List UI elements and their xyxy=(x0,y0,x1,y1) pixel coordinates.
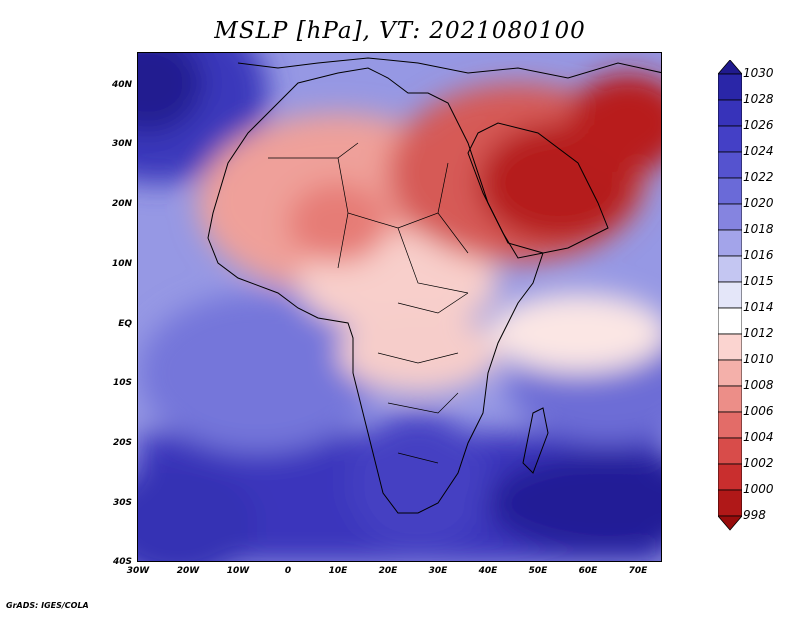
pressure-map xyxy=(137,52,662,562)
lat-label: EQ xyxy=(118,319,132,329)
colorbar-label: 1026 xyxy=(743,118,774,132)
colorbar-label: 1020 xyxy=(743,196,774,210)
colorbar-segment xyxy=(718,73,742,101)
colorbar-segment xyxy=(718,307,742,335)
lon-label: 60E xyxy=(578,566,598,576)
lat-label: 40N xyxy=(111,80,132,90)
lon-label: 70E xyxy=(628,566,648,576)
lat-label: 20N xyxy=(111,199,132,209)
lon-label: 20E xyxy=(378,566,398,576)
colorbar-label: 1000 xyxy=(743,482,774,496)
africa-coastline xyxy=(207,67,544,514)
lon-label: 40E xyxy=(478,566,498,576)
arabia-coastline xyxy=(467,122,609,259)
colorbar-label: 1002 xyxy=(743,456,774,470)
lat-label: 10S xyxy=(112,378,132,388)
colorbar-label: 1022 xyxy=(743,170,774,184)
colorbar-segment xyxy=(718,359,742,387)
colorbar-segment xyxy=(718,463,742,491)
lat-label: 40S xyxy=(112,557,132,567)
colorbar-segment xyxy=(718,177,742,205)
pressure-field xyxy=(138,53,661,561)
colorbar-segment xyxy=(718,229,742,257)
colorbar-top-arrow xyxy=(718,60,742,75)
colorbar-segment xyxy=(718,99,742,127)
footer-credit: GrADS: IGES/COLA xyxy=(6,601,89,610)
lat-label: 30N xyxy=(111,139,132,149)
plot-title: MSLP [hPa], VT: 2021080100 xyxy=(214,18,586,44)
colorbar-label: 1014 xyxy=(743,300,774,314)
lon-label: 10E xyxy=(328,566,348,576)
colorbar-label: 1028 xyxy=(743,92,774,106)
colorbar-bottom-arrow xyxy=(718,515,742,531)
colorbar-label: 1030 xyxy=(743,66,774,80)
lon-label: 30E xyxy=(428,566,448,576)
madagascar-coastline xyxy=(522,407,549,474)
eurasia-coastline xyxy=(237,57,661,79)
colorbar-label: 1004 xyxy=(743,430,774,444)
colorbar-label: 1024 xyxy=(743,144,774,158)
colorbar-segment xyxy=(718,281,742,309)
colorbar-segment xyxy=(718,333,742,361)
lon-label: 10W xyxy=(226,566,250,576)
colorbar-segment xyxy=(718,151,742,179)
colorbar-label: 1008 xyxy=(743,378,774,392)
lat-label: 30S xyxy=(112,498,132,508)
lon-label: 20W xyxy=(176,566,200,576)
colorbar-label: 1018 xyxy=(743,222,774,236)
colorbar-segment xyxy=(718,255,742,283)
colorbar-label: 1015 xyxy=(743,274,774,288)
map-canvas xyxy=(138,53,661,561)
lon-label: 50E xyxy=(528,566,548,576)
country-borders xyxy=(268,142,469,464)
lat-label: 20S xyxy=(112,438,132,448)
colorbar-segment xyxy=(718,411,742,439)
colorbar-label: 1010 xyxy=(743,352,774,366)
colorbar-label: 1012 xyxy=(743,326,774,340)
colorbar-segment xyxy=(718,125,742,153)
colorbar-segment xyxy=(718,489,742,517)
colorbar xyxy=(718,60,742,531)
lon-label: 0 xyxy=(284,566,292,576)
colorbar-label: 998 xyxy=(743,508,766,522)
colorbar-segment xyxy=(718,385,742,413)
colorbar-segment xyxy=(718,437,742,465)
colorbar-label: 1006 xyxy=(743,404,774,418)
lon-label: 30W xyxy=(126,566,150,576)
lat-label: 10N xyxy=(111,259,132,269)
colorbar-segment xyxy=(718,203,742,231)
colorbar-label: 1016 xyxy=(743,248,774,262)
